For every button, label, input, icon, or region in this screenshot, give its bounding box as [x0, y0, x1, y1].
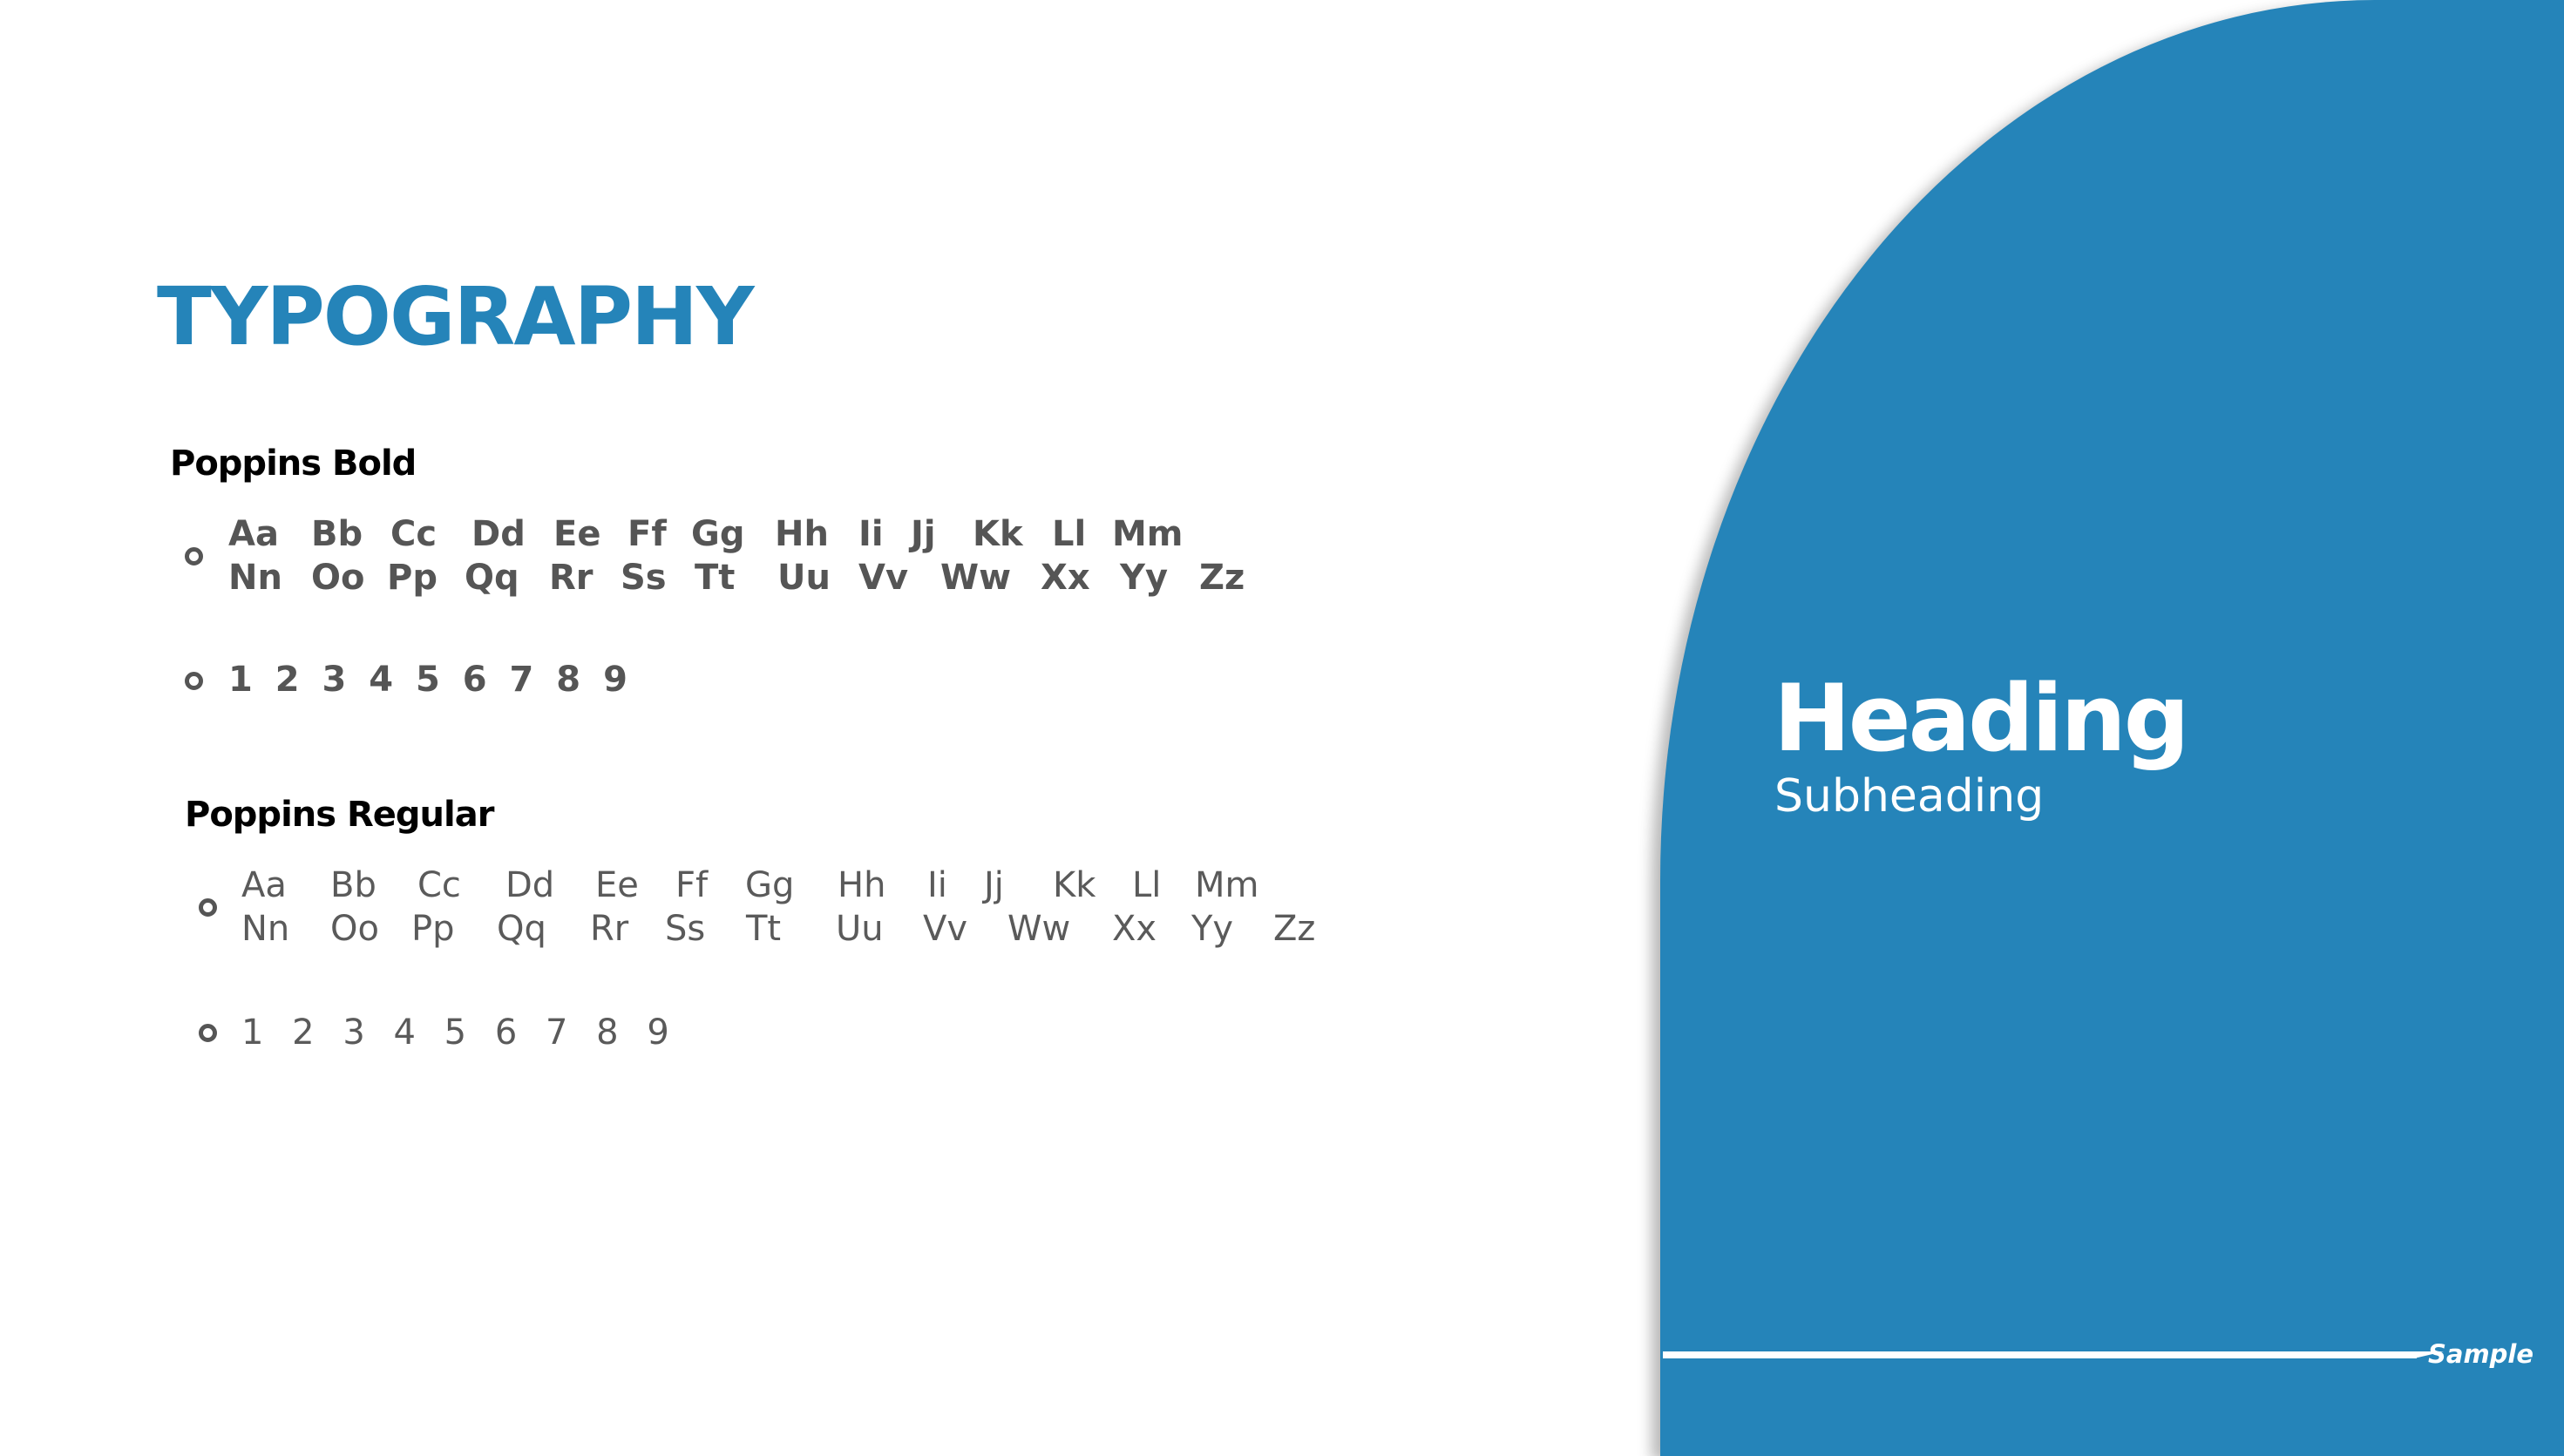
glyph-pair: Mm [1195, 865, 1259, 905]
glyph-pair: Yy [1191, 909, 1234, 949]
glyph-pair: Zz [1199, 558, 1245, 598]
glyph-pair: Dd [505, 865, 555, 905]
panel-subheading: Subheading [1774, 770, 2045, 823]
glyph-pair: Gg [691, 514, 745, 554]
glyph-pair: Vv [923, 909, 968, 949]
glyph-pair: Aa [241, 865, 287, 905]
glyph-pair: Qq [497, 909, 546, 949]
glyph-pair: Ll [1132, 865, 1162, 905]
glyph-pair: Qq [465, 558, 519, 598]
bold-digits: 1 2 3 4 5 6 7 8 9 [228, 660, 633, 700]
glyph-pair: Ii [858, 514, 884, 554]
glyph-pair: Nn [228, 558, 282, 598]
glyph-pair: Bb [311, 514, 363, 554]
bullet-circle-icon [185, 672, 203, 690]
glyph-pair: Pp [387, 558, 438, 598]
glyph-pair: Jj [984, 865, 1004, 905]
glyph-pair: Hh [775, 514, 829, 554]
glyph-pair: Kk [1053, 865, 1096, 905]
glyph-pair: Uu [777, 558, 831, 598]
glyph-pair: Ww [1007, 909, 1071, 949]
glyph-pair: Ff [675, 865, 709, 905]
regular-digits: 1 2 3 4 5 6 7 8 9 [241, 1012, 678, 1053]
glyph-pair: Mm [1112, 514, 1184, 554]
glyph-pair: Rr [590, 909, 629, 949]
glyph-pair: Ee [553, 514, 601, 554]
glyph-pair: Yy [1120, 558, 1169, 598]
glyph-pair: Oo [311, 558, 365, 598]
font-name-regular: Poppins Regular [185, 795, 494, 835]
glyph-pair: Nn [241, 909, 290, 949]
bullet-circle-icon [199, 1024, 217, 1042]
glyph-pair: Tt [746, 909, 782, 949]
font-name-bold: Poppins Bold [170, 444, 417, 484]
page-title: TYPOGRAPHY [157, 270, 755, 363]
footer-divider [1663, 1351, 2417, 1358]
panel-heading: Heading [1774, 665, 2190, 772]
glyph-pair: Vv [858, 558, 909, 598]
glyph-pair: Oo [330, 909, 379, 949]
glyph-pair: Xx [1041, 558, 1090, 598]
glyph-pair: Ll [1052, 514, 1087, 554]
glyph-pair: Aa [228, 514, 279, 554]
glyph-pair: Uu [836, 909, 884, 949]
glyph-pair: Tt [695, 558, 736, 598]
glyph-pair: Cc [417, 865, 461, 905]
glyph-pair: Hh [838, 865, 886, 905]
glyph-pair: Pp [411, 909, 455, 949]
glyph-pair: Kk [973, 514, 1023, 554]
glyph-pair: Rr [549, 558, 594, 598]
glyph-pair: Xx [1112, 909, 1157, 949]
glyph-pair: Ss [621, 558, 667, 598]
glyph-pair: Jj [911, 514, 936, 554]
bullet-circle-icon [185, 547, 203, 565]
glyph-pair: Zz [1273, 909, 1316, 949]
glyph-pair: Ww [940, 558, 1012, 598]
footer-label: Sample [2428, 1339, 2534, 1369]
glyph-pair: Dd [471, 514, 526, 554]
glyph-pair: Ff [627, 514, 667, 554]
glyph-pair: Ii [927, 865, 947, 905]
glyph-pair: Ee [595, 865, 639, 905]
glyph-pair: Bb [330, 865, 376, 905]
bullet-circle-icon [199, 898, 217, 917]
glyph-pair: Cc [390, 514, 438, 554]
glyph-pair: Ss [665, 909, 706, 949]
glyph-pair: Gg [745, 865, 795, 905]
footer-divider-tip [2414, 1351, 2444, 1358]
